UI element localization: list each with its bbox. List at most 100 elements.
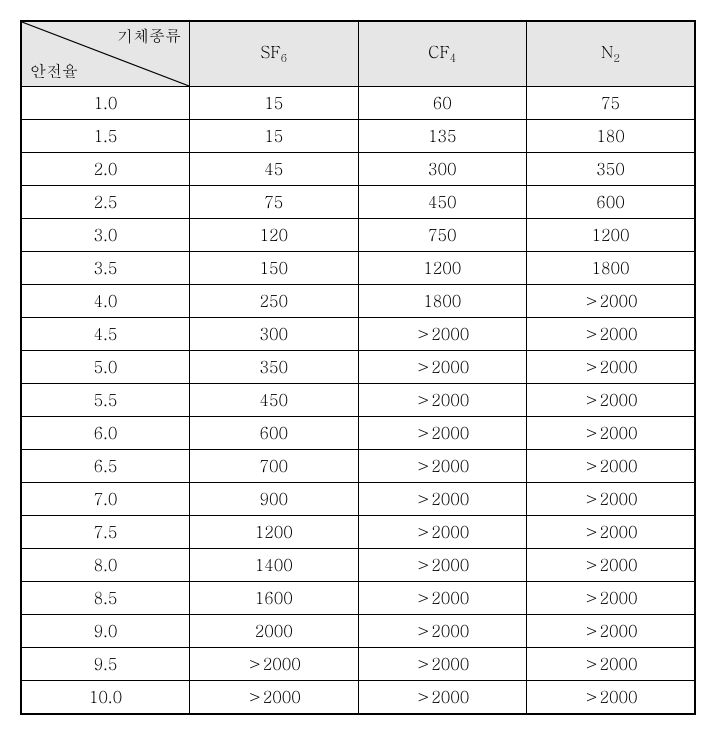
table-row: 7.51200＞2000＞2000 xyxy=(21,516,695,549)
table-cell: ＞2000 xyxy=(358,384,527,417)
table-cell: ＞2000 xyxy=(527,516,696,549)
table-cell: 900 xyxy=(190,483,359,516)
header-row: 기체종류 안전율 SF6 CF4 N2 xyxy=(21,21,695,87)
table-body: 1.01560751.5151351802.0453003502.5754506… xyxy=(21,87,695,715)
col-header-text: N xyxy=(601,40,613,63)
row-label: 6.5 xyxy=(21,450,190,483)
table-row: 5.5450＞2000＞2000 xyxy=(21,384,695,417)
table-cell: 15 xyxy=(190,87,359,120)
table-cell: ＞2000 xyxy=(527,549,696,582)
table-cell: 1800 xyxy=(358,285,527,318)
row-label: 4.5 xyxy=(21,318,190,351)
row-label: 1.0 xyxy=(21,87,190,120)
table-cell: ＞2000 xyxy=(527,582,696,615)
table-cell: ＞2000 xyxy=(527,615,696,648)
col-header-sub: 6 xyxy=(281,51,288,66)
col-header-cf4: CF4 xyxy=(358,21,527,87)
table-cell: ＞2000 xyxy=(358,450,527,483)
table-cell: 450 xyxy=(190,384,359,417)
table-row: 4.02501800＞2000 xyxy=(21,285,695,318)
col-header-text: SF xyxy=(260,40,280,63)
col-header-sub: 4 xyxy=(450,51,457,66)
table-cell: 1800 xyxy=(527,252,696,285)
table-cell: ＞2000 xyxy=(358,681,527,715)
table-cell: 600 xyxy=(190,417,359,450)
row-label: 9.5 xyxy=(21,648,190,681)
col-header-n2: N2 xyxy=(527,21,696,87)
table-cell: 350 xyxy=(190,351,359,384)
row-label: 9.0 xyxy=(21,615,190,648)
table-cell: ＞2000 xyxy=(527,417,696,450)
table-row: 4.5300＞2000＞2000 xyxy=(21,318,695,351)
row-label: 2.0 xyxy=(21,153,190,186)
table-cell: ＞2000 xyxy=(358,483,527,516)
row-label: 1.5 xyxy=(21,120,190,153)
table-cell: ＞2000 xyxy=(358,318,527,351)
table-cell: ＞2000 xyxy=(527,318,696,351)
table-cell: ＞2000 xyxy=(358,351,527,384)
table-cell: 300 xyxy=(190,318,359,351)
table-cell: ＞2000 xyxy=(527,648,696,681)
table-row: 9.02000＞2000＞2000 xyxy=(21,615,695,648)
table-cell: 450 xyxy=(358,186,527,219)
table-cell: 15 xyxy=(190,120,359,153)
table-cell: 120 xyxy=(190,219,359,252)
col-header-sub: 2 xyxy=(613,51,620,66)
diag-top-label: 기체종류 xyxy=(117,26,181,47)
table-cell: 300 xyxy=(358,153,527,186)
row-label: 8.5 xyxy=(21,582,190,615)
table-cell: ＞2000 xyxy=(190,648,359,681)
col-header-sf6: SF6 xyxy=(190,21,359,87)
row-label: 8.0 xyxy=(21,549,190,582)
table-cell: 180 xyxy=(527,120,696,153)
table-cell: ＞2000 xyxy=(527,483,696,516)
table-cell: 75 xyxy=(190,186,359,219)
table-cell: 75 xyxy=(527,87,696,120)
table-cell: 45 xyxy=(190,153,359,186)
table-cell: 700 xyxy=(190,450,359,483)
row-label: 3.0 xyxy=(21,219,190,252)
table-row: 6.5700＞2000＞2000 xyxy=(21,450,695,483)
table-cell: ＞2000 xyxy=(358,615,527,648)
row-label: 3.5 xyxy=(21,252,190,285)
table-row: 10.0＞2000＞2000＞2000 xyxy=(21,681,695,715)
table-row: 2.045300350 xyxy=(21,153,695,186)
table-cell: 2000 xyxy=(190,615,359,648)
table-cell: ＞2000 xyxy=(527,351,696,384)
row-label: 7.5 xyxy=(21,516,190,549)
diag-bottom-label: 안전율 xyxy=(30,61,78,82)
row-label: 7.0 xyxy=(21,483,190,516)
table-cell: 600 xyxy=(527,186,696,219)
table-cell: ＞2000 xyxy=(527,681,696,715)
table-cell: 1200 xyxy=(190,516,359,549)
diagonal-header: 기체종류 안전율 xyxy=(21,21,190,87)
table-cell: ＞2000 xyxy=(358,417,527,450)
table-cell: 1400 xyxy=(190,549,359,582)
table-row: 7.0900＞2000＞2000 xyxy=(21,483,695,516)
table-cell: ＞2000 xyxy=(527,285,696,318)
row-label: 10.0 xyxy=(21,681,190,715)
data-table: 기체종류 안전율 SF6 CF4 N2 1.01560751.515135180… xyxy=(20,20,696,715)
table-cell: ＞2000 xyxy=(527,384,696,417)
table-cell: 350 xyxy=(527,153,696,186)
row-label: 5.0 xyxy=(21,351,190,384)
table-cell: ＞2000 xyxy=(358,648,527,681)
table-cell: 250 xyxy=(190,285,359,318)
table-row: 2.575450600 xyxy=(21,186,695,219)
table-cell: 135 xyxy=(358,120,527,153)
table-row: 5.0350＞2000＞2000 xyxy=(21,351,695,384)
table-row: 6.0600＞2000＞2000 xyxy=(21,417,695,450)
table-cell: ＞2000 xyxy=(190,681,359,715)
table-cell: 1600 xyxy=(190,582,359,615)
table-row: 8.01400＞2000＞2000 xyxy=(21,549,695,582)
table-cell: 60 xyxy=(358,87,527,120)
table-row: 3.01207501200 xyxy=(21,219,695,252)
row-label: 6.0 xyxy=(21,417,190,450)
table-row: 9.5＞2000＞2000＞2000 xyxy=(21,648,695,681)
table-row: 1.515135180 xyxy=(21,120,695,153)
col-header-text: CF xyxy=(428,40,450,63)
table-cell: 150 xyxy=(190,252,359,285)
table-cell: ＞2000 xyxy=(358,582,527,615)
row-label: 4.0 xyxy=(21,285,190,318)
table-cell: ＞2000 xyxy=(358,549,527,582)
